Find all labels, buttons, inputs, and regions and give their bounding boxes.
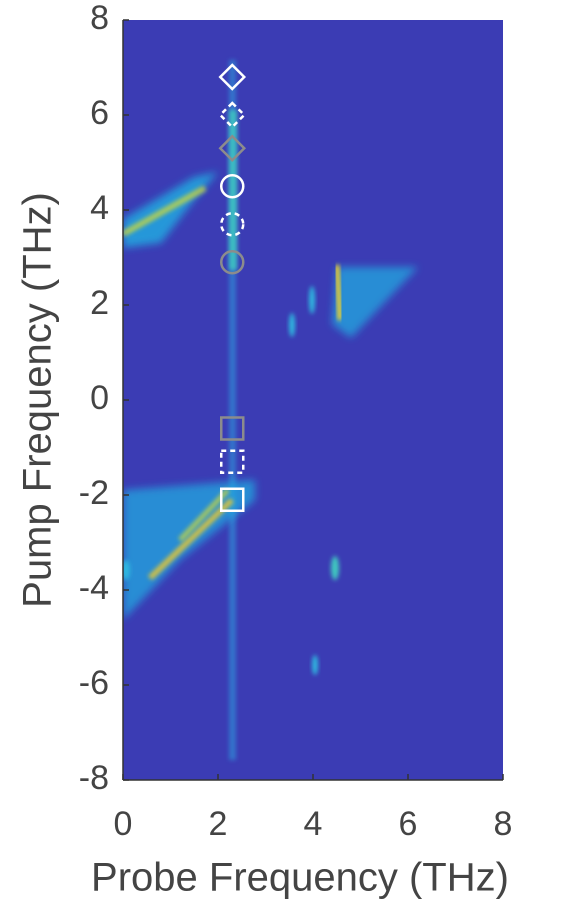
y-tick-label: -8	[79, 759, 109, 797]
x-tick-label: 0	[114, 805, 133, 843]
x-tick-label: 4	[304, 805, 323, 843]
y-axis-label: Pump Frequency (THz)	[16, 192, 60, 608]
x-tick-label: 8	[494, 805, 513, 843]
y-tick-label: -4	[79, 569, 109, 607]
y-tick-label: 6	[90, 94, 109, 132]
y-tick-label: 2	[90, 284, 109, 322]
x-tick-label: 2	[209, 805, 228, 843]
x-axis-label: Probe Frequency (THz)	[91, 856, 509, 900]
y-tick-label: 0	[90, 379, 109, 417]
chart: Probe Frequency (THz) Pump Frequency (TH…	[0, 0, 573, 906]
y-tick-label: -6	[79, 664, 109, 702]
y-tick-label: -2	[79, 474, 109, 512]
y-tick-label: 8	[90, 0, 109, 37]
x-tick-label: 6	[399, 805, 418, 843]
y-tick-label: 4	[90, 189, 109, 227]
